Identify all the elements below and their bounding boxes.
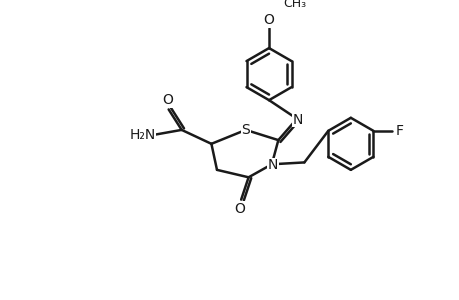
Text: S: S: [241, 123, 250, 137]
Text: N: N: [267, 158, 277, 172]
Text: N: N: [292, 113, 302, 127]
Text: CH₃: CH₃: [283, 0, 306, 10]
Text: H₂N: H₂N: [129, 128, 156, 142]
Text: O: O: [263, 13, 274, 27]
Text: O: O: [233, 202, 244, 216]
Text: O: O: [162, 93, 173, 107]
Text: F: F: [395, 124, 403, 138]
